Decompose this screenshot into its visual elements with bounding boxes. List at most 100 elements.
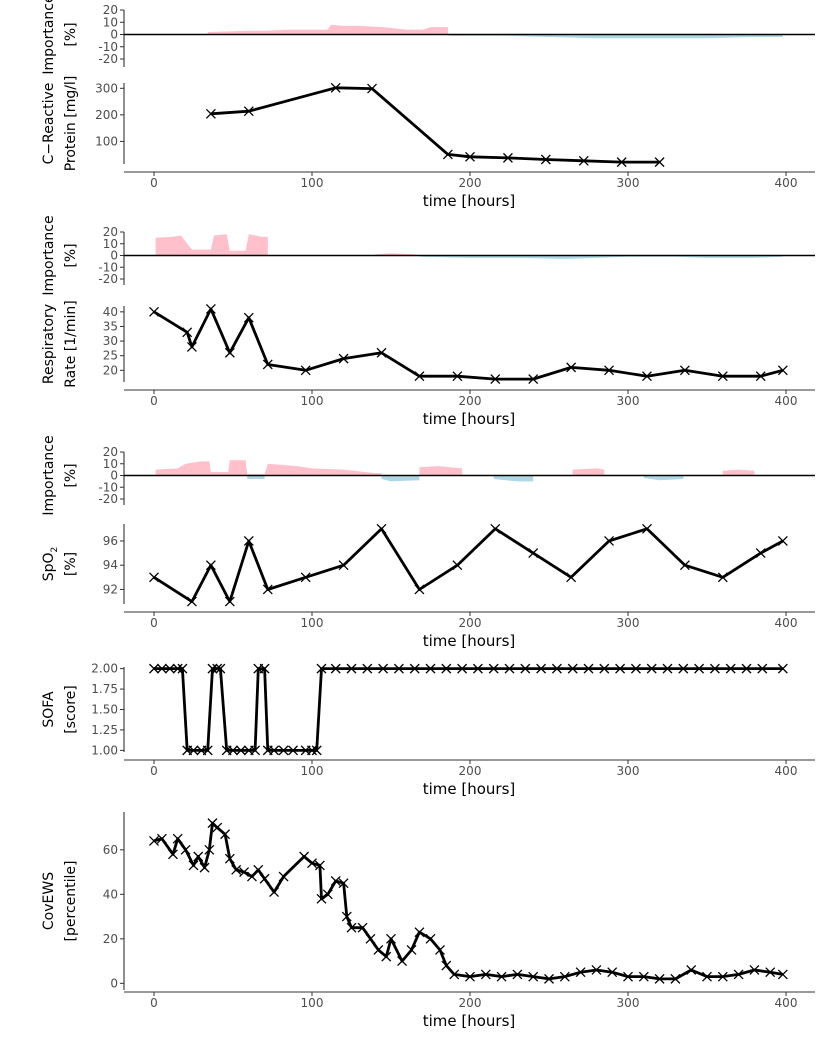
y-tick-label: -20 (98, 272, 118, 286)
data-point-marker (212, 663, 223, 674)
data-point-marker (341, 911, 352, 922)
data-point-marker (188, 745, 199, 756)
importance-area-positive (572, 468, 605, 476)
x-tick-label: 400 (775, 764, 798, 778)
data-point-marker (654, 157, 665, 168)
data-point-marker (765, 967, 776, 978)
x-axis-title: time [hours] (423, 632, 516, 650)
data-point-marker (755, 548, 766, 559)
data-point-marker (338, 560, 349, 571)
data-point-marker (172, 833, 183, 844)
y-tick-label: 200 (95, 108, 118, 122)
data-point-marker (702, 971, 712, 982)
importance-area-positive (155, 234, 268, 256)
data-point-marker (599, 663, 610, 674)
data-point-marker (409, 663, 420, 674)
data-point-marker (662, 663, 673, 674)
y-axis-title-line: Importance (41, 0, 57, 75)
y-tick-label: -20 (98, 492, 118, 506)
data-point-marker (678, 663, 689, 674)
data-point-marker (441, 663, 452, 674)
x-tick-label: 0 (150, 616, 158, 630)
panel-spo2: 96 94 92 SpO2[%] 0 100 200 300 400 time [hours] (41, 523, 815, 650)
data-point-marker (449, 969, 460, 980)
data-point-marker (186, 341, 197, 352)
data-point-marker (205, 108, 216, 119)
data-point-marker (512, 969, 523, 980)
data-point-marker (452, 560, 463, 571)
data-point-marker (378, 663, 389, 674)
y-axis-title-line: Rate [1/min] (63, 300, 79, 388)
data-point-marker (749, 965, 760, 975)
x-tick-label: 300 (617, 616, 640, 630)
data-point-marker (490, 374, 501, 385)
y-tick-label: 40 (103, 305, 118, 319)
data-point-marker (365, 933, 376, 944)
x-tick-label: 0 (150, 764, 158, 778)
data-point-marker (575, 967, 586, 978)
y-tick-label: 60 (103, 843, 118, 857)
data-point-marker (262, 359, 273, 370)
data-point-marker (212, 822, 223, 833)
data-point-marker (646, 663, 657, 674)
data-point-marker (311, 745, 322, 756)
y-tick-label: 2.00 (91, 662, 118, 676)
data-point-marker (777, 663, 788, 674)
data-point-marker (502, 152, 513, 163)
series-line (210, 86, 660, 164)
data-point-marker (741, 663, 752, 674)
data-point-marker (278, 871, 289, 882)
y-axis-title-line: Importance (41, 435, 57, 515)
y-axis-title-line: [%] (63, 243, 79, 267)
data-point-marker (528, 971, 539, 982)
y-tick-label: 20 (103, 225, 118, 239)
data-point-marker (199, 862, 210, 873)
y-axis-title-line: Importance (41, 215, 57, 295)
data-point-marker (316, 663, 327, 674)
data-point-marker (425, 663, 436, 674)
data-point-marker (220, 829, 231, 840)
x-tick-label: 100 (301, 616, 324, 630)
x-tick-label: 300 (617, 764, 640, 778)
importance-area-positive (419, 466, 463, 476)
panel-sofa: 2.00 1.75 1.50 1.25 1.00 SOFA [score] 0 100 200 30… (41, 662, 815, 798)
data-point-marker (452, 371, 463, 382)
data-point-marker (224, 853, 235, 864)
data-point-marker (269, 745, 280, 756)
data-point-marker (188, 860, 199, 871)
y-tick-label: 35 (103, 319, 118, 333)
x-tick-label: 400 (775, 394, 798, 408)
data-point-marker (490, 523, 501, 534)
x-tick-label: 100 (301, 996, 324, 1010)
data-point-marker (686, 965, 697, 975)
data-point-marker (679, 560, 690, 571)
data-point-marker (259, 873, 270, 884)
data-point-marker (566, 572, 577, 583)
importance-area-negative (643, 475, 684, 481)
data-point-marker (376, 523, 387, 534)
data-point-marker (224, 347, 235, 358)
y-tick-label: 10 (103, 457, 118, 471)
data-point-marker (278, 745, 289, 756)
data-point-marker (528, 374, 539, 385)
data-point-marker (316, 893, 327, 904)
y-tick-label: 10 (103, 15, 118, 29)
y-tick-label: 30 (103, 334, 118, 348)
data-point-marker (480, 969, 491, 980)
data-point-marker (777, 365, 788, 376)
data-point-marker (615, 663, 626, 674)
data-point-marker (243, 536, 254, 546)
y-axis-title-line: [%] (63, 552, 79, 576)
x-tick-label: 400 (775, 176, 798, 190)
y-tick-label: 40 (103, 887, 118, 901)
data-point-marker (496, 971, 507, 982)
data-point-marker (694, 663, 705, 674)
x-tick-label: 0 (150, 996, 158, 1010)
y-axis-title-line: [score] (63, 685, 79, 734)
data-point-marker (193, 851, 204, 862)
data-point-marker (616, 157, 627, 168)
data-point-marker (322, 889, 333, 900)
importance-area-negative (247, 475, 265, 479)
y-tick-label: 20 (103, 932, 118, 946)
data-point-marker (202, 745, 213, 756)
